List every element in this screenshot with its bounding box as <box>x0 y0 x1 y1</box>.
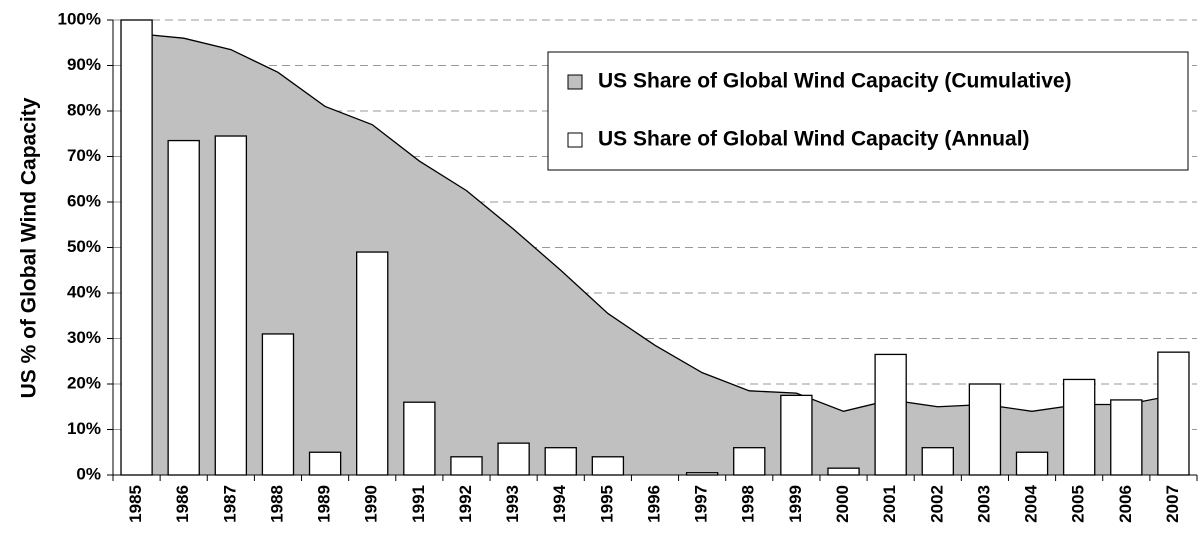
bar <box>450 456 483 476</box>
bar <box>874 353 907 476</box>
x-tick-label: 2006 <box>1116 485 1135 523</box>
bar <box>733 447 766 476</box>
x-tick-label: 1998 <box>739 485 758 523</box>
x-tick-label: 2000 <box>833 485 852 523</box>
area <box>136 33 1174 476</box>
bar <box>1110 399 1143 476</box>
x-tick-label: 2004 <box>1022 484 1041 522</box>
x-tick-label: 2001 <box>880 485 899 523</box>
bar <box>827 467 860 476</box>
x-tick-label: 1990 <box>362 485 381 523</box>
bar <box>497 442 530 476</box>
bar <box>403 401 436 476</box>
y-tick-label: 20% <box>67 373 101 392</box>
y-tick-label: 30% <box>67 328 101 347</box>
bar <box>968 383 1002 476</box>
y-tick-label: 90% <box>67 55 101 74</box>
bar <box>261 333 295 476</box>
legend: US Share of Global Wind Capacity (Cumula… <box>547 51 1189 171</box>
x-tick-label: 2007 <box>1163 485 1182 523</box>
y-tick-label: 100% <box>58 9 101 28</box>
bar <box>921 447 954 476</box>
y-tick-label: 80% <box>67 100 101 119</box>
y-tick-label: 70% <box>67 146 101 165</box>
x-tick-label: 2002 <box>927 485 946 523</box>
y-axis-label: US % of Global Wind Capacity <box>18 97 41 398</box>
bar <box>214 135 248 476</box>
y-tick-label: 40% <box>67 282 101 301</box>
x-tick-label: 1994 <box>550 484 569 522</box>
bar <box>1062 378 1096 476</box>
legend-swatch <box>567 132 583 148</box>
x-tick-label: 1986 <box>173 485 192 523</box>
legend-swatch <box>567 74 583 90</box>
x-tick-label: 1988 <box>267 485 286 523</box>
x-tick-label: 1985 <box>126 485 145 523</box>
bar <box>780 394 813 476</box>
bar <box>591 456 625 476</box>
legend-label: US Share of Global Wind Capacity (Cumula… <box>598 70 1072 93</box>
y-tick-label: 0% <box>76 464 101 483</box>
bar <box>1015 451 1049 476</box>
x-tick-label: 1991 <box>409 485 428 523</box>
bar <box>308 451 342 476</box>
legend-box <box>547 51 1189 171</box>
x-tick-label: 1999 <box>786 485 805 523</box>
y-tick-label: 10% <box>67 419 101 438</box>
bar <box>544 447 577 476</box>
x-tick-label: 1995 <box>597 485 616 523</box>
legend-label: US Share of Global Wind Capacity (Annual… <box>598 128 1030 151</box>
x-tick-label: 1989 <box>315 485 334 523</box>
y-tick-label: 50% <box>67 237 101 256</box>
x-tick-label: 2005 <box>1069 485 1088 523</box>
y-tick-label: 60% <box>67 191 101 210</box>
x-tick-label: 1992 <box>456 485 475 523</box>
bar <box>167 139 200 476</box>
bar <box>1157 351 1190 476</box>
bar <box>120 19 153 476</box>
x-tick-label: 1996 <box>644 485 663 523</box>
x-tick-label: 1997 <box>692 485 711 523</box>
x-tick-label: 1987 <box>220 485 239 523</box>
x-tick-label: 2003 <box>974 485 993 523</box>
bar <box>356 251 389 476</box>
x-tick-label: 1993 <box>503 485 522 523</box>
